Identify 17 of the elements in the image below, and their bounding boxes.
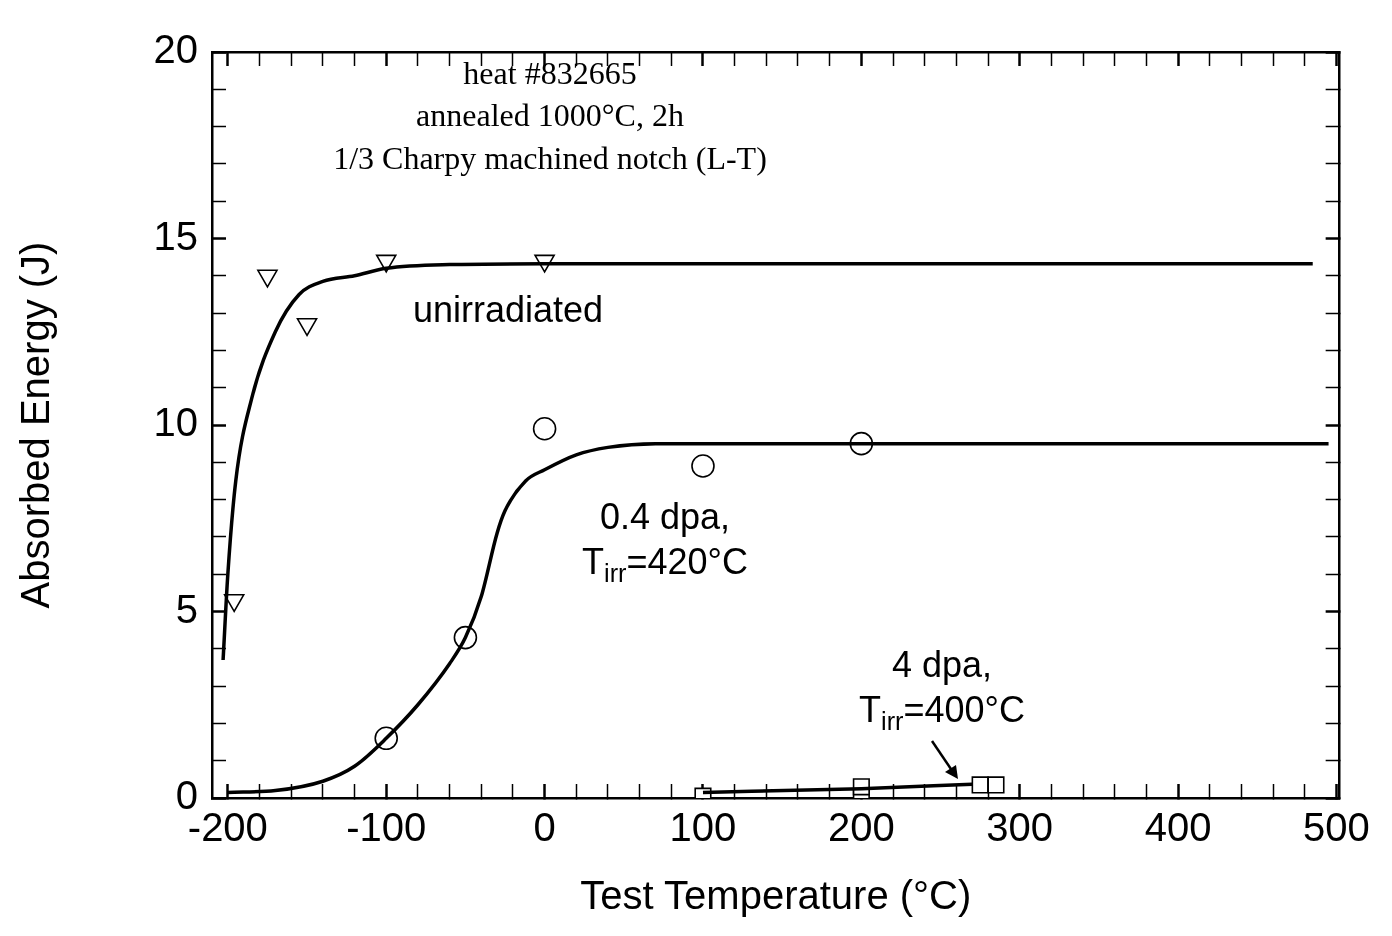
y-tick-label: 20 bbox=[153, 27, 198, 72]
x-axis-title: Test Temperature (°C) bbox=[580, 873, 972, 918]
annotation: annealed 1000°C, 2h bbox=[416, 97, 684, 134]
x-tick-label: 400 bbox=[1144, 805, 1212, 850]
x-tick-label: 0 bbox=[533, 805, 556, 850]
y-tick-label: 5 bbox=[175, 586, 198, 631]
y-axis-title: Absorbed Energy (J) bbox=[13, 241, 58, 609]
y-tick-label: 15 bbox=[153, 213, 198, 258]
annotation: unirradiated bbox=[412, 288, 604, 330]
y-tick-label: 10 bbox=[153, 400, 198, 445]
x-tick-label: 500 bbox=[1303, 805, 1370, 850]
annotation: heat #832665 bbox=[463, 55, 637, 92]
x-tick-label: 300 bbox=[986, 805, 1054, 850]
annotation: 1/3 Charpy machined notch (L-T) bbox=[333, 140, 767, 177]
x-tick-label: 100 bbox=[669, 805, 737, 850]
x-tick-label: -100 bbox=[346, 805, 427, 850]
x-tick-label: 200 bbox=[827, 805, 895, 850]
